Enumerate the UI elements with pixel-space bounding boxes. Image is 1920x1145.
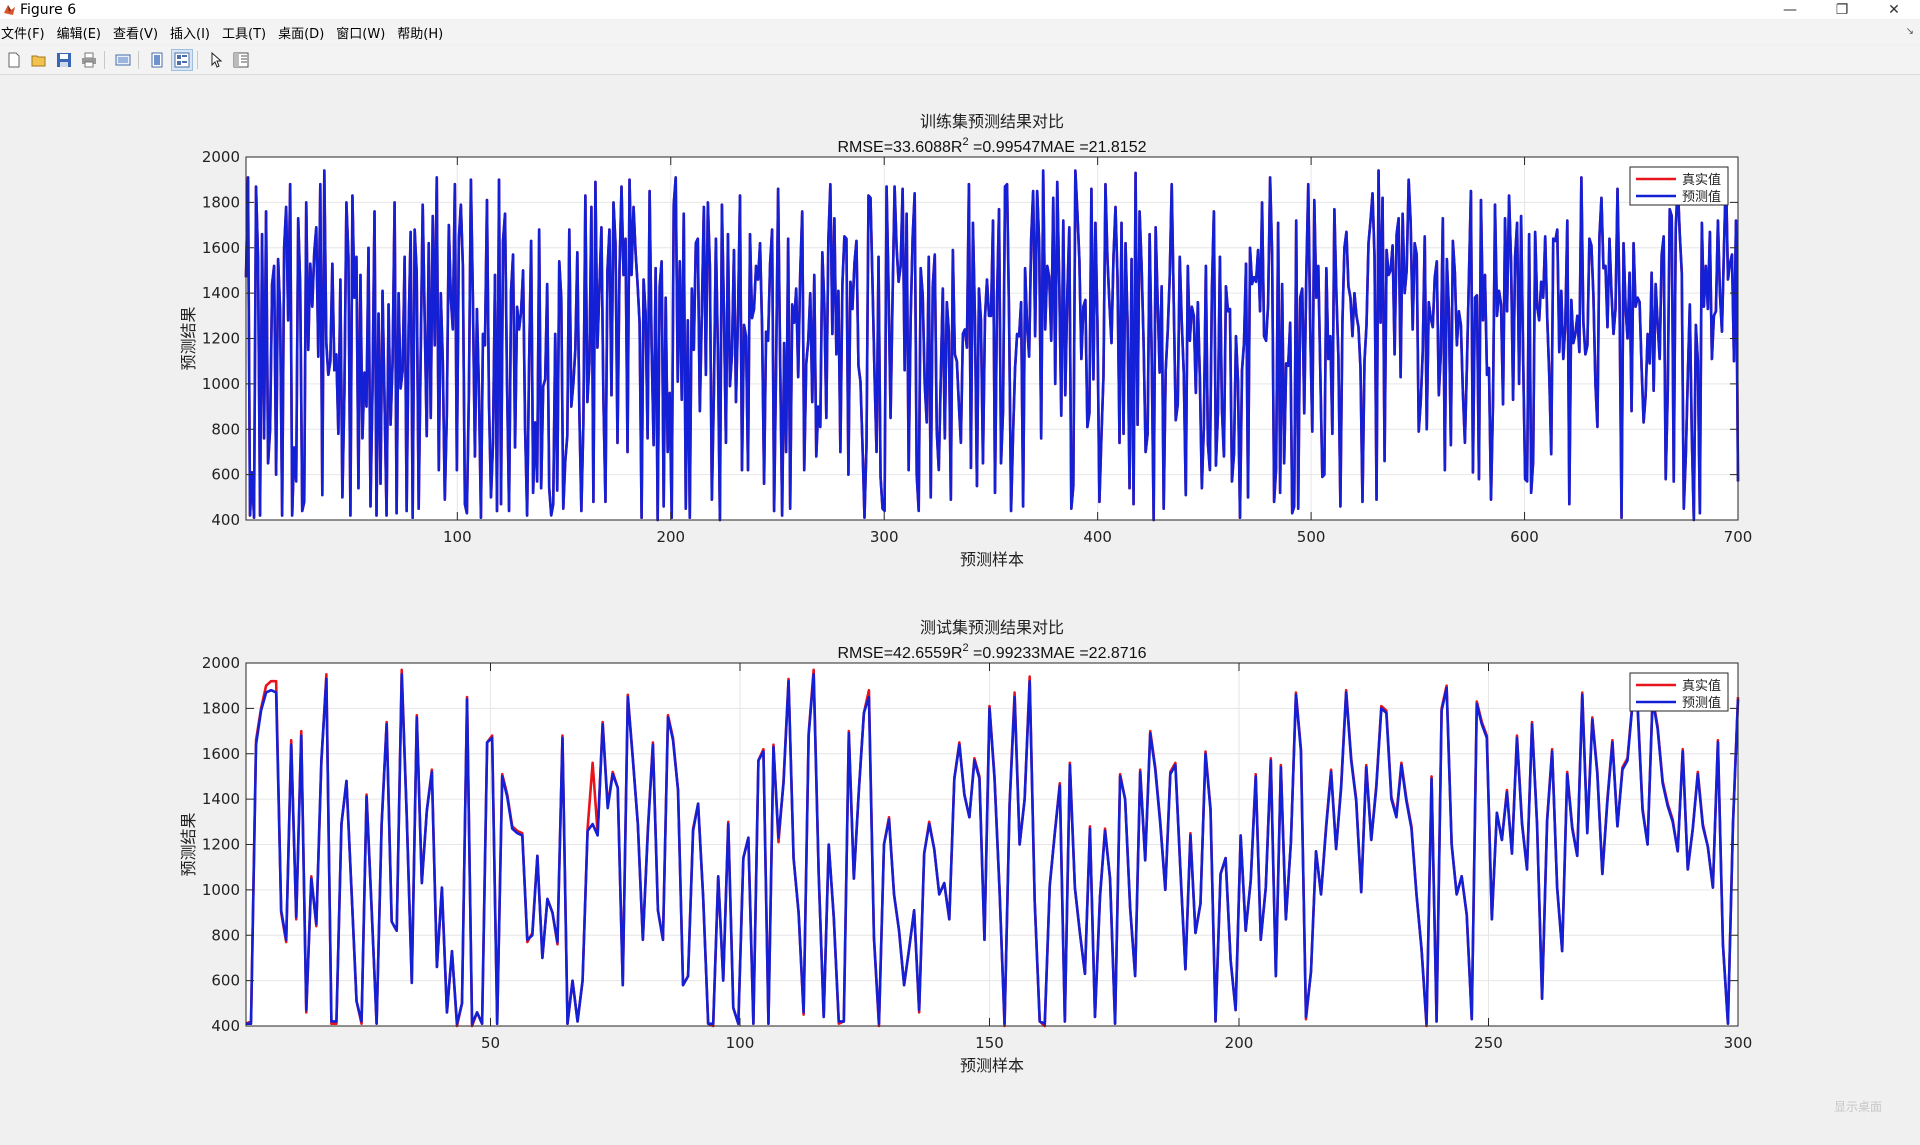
y-axis-label: 预测结果	[179, 812, 198, 876]
property-inspector-icon[interactable]	[230, 49, 252, 71]
chart-title: 测试集预测结果对比	[920, 618, 1064, 637]
subtitle-superscript: 2	[962, 136, 968, 148]
x-tick-label: 700	[1724, 528, 1753, 546]
y-tick-label: 400	[211, 1017, 240, 1035]
menu-desktop[interactable]: 桌面(D)	[278, 26, 325, 42]
x-tick-label: 150	[975, 1034, 1004, 1052]
y-tick-label: 2000	[202, 148, 240, 166]
legend-box	[1629, 166, 1729, 206]
print-icon[interactable]	[78, 49, 100, 71]
legend-label: 预测值	[1682, 695, 1721, 711]
chart-subtitle: RMSE=33.6088R2 =0.99547MAE =21.8152	[837, 136, 1146, 156]
y-tick-label: 400	[211, 511, 240, 529]
dock-arrow-icon[interactable]: ↘	[1905, 26, 1914, 37]
x-tick-label: 250	[1474, 1034, 1503, 1052]
x-tick-label: 400	[1083, 528, 1112, 546]
window-controls: — ❐ ✕	[1764, 0, 1920, 19]
hide-plot-tools-icon[interactable]	[146, 49, 168, 71]
show-plot-tools-icon[interactable]	[171, 49, 193, 71]
window-title: Figure 6	[20, 1, 77, 18]
legend-label: 真实值	[1682, 172, 1721, 188]
y-tick-label: 800	[211, 926, 240, 944]
legend-label: 真实值	[1682, 678, 1721, 694]
minimize-button[interactable]: —	[1783, 1, 1797, 18]
legend-box	[1629, 672, 1729, 712]
y-tick-label: 1200	[202, 836, 240, 854]
figure-canvas[interactable]: 100 200 300 400 500 600 700 400 600 800 1000 1200 14…	[0, 75, 1920, 1145]
menu-file[interactable]: 文件(F)	[1, 26, 45, 42]
watermark-text: 显示桌面	[1833, 1100, 1882, 1114]
y-tick-label: 1600	[202, 239, 240, 257]
x-axis-label: 预测样本	[960, 1056, 1024, 1075]
save-icon[interactable]	[53, 49, 75, 71]
menu-view[interactable]: 查看(V)	[112, 26, 159, 42]
y-tick-label: 1400	[202, 790, 240, 808]
y-tick-label: 800	[211, 420, 240, 438]
chart-title: 训练集预测结果对比	[920, 112, 1064, 131]
menu-help[interactable]: 帮助(H)	[397, 26, 444, 42]
window-titlebar: Figure 6 — ❐ ✕	[0, 0, 1920, 19]
y-tick-label: 1800	[202, 193, 240, 211]
menu-bar: 文件(F) 编辑(E) 查看(V) 插入(I) 工具(T) 桌面(D) 窗口(W…	[0, 20, 1920, 44]
new-figure-icon[interactable]	[3, 49, 25, 71]
y-axis-label: 预测结果	[179, 306, 198, 370]
close-button[interactable]: ✕	[1888, 1, 1900, 18]
y-tick-label: 2000	[202, 654, 240, 672]
y-tick-label: 600	[211, 466, 240, 484]
x-tick-label: 100	[726, 1034, 755, 1052]
legend-label: 预测值	[1682, 189, 1721, 205]
edit-plot-icon[interactable]	[205, 49, 227, 71]
series-line-pred	[244, 169, 1740, 522]
x-tick-label: 300	[870, 528, 899, 546]
x-tick-label: 200	[656, 528, 685, 546]
chart-test: 50 100 150 200 250 300 400 600 800 1000 1200 1400 16…	[179, 618, 1752, 1075]
toolbar-separator	[138, 51, 139, 69]
y-tick-label: 1400	[202, 284, 240, 302]
menu-window[interactable]: 窗口(W)	[336, 26, 386, 42]
x-tick-label: 200	[1225, 1034, 1254, 1052]
subtitle-part-b: =0.99233MAE =22.8716	[969, 645, 1147, 662]
toolbar-separator	[104, 51, 105, 69]
subtitle-superscript: 2	[962, 642, 968, 654]
toolbar-separator	[197, 51, 198, 69]
y-tick-label: 1200	[202, 330, 240, 348]
matlab-logo-icon	[3, 3, 16, 16]
menu-insert[interactable]: 插入(I)	[170, 26, 211, 42]
print-preview-icon[interactable]	[112, 49, 134, 71]
x-tick-label: 50	[481, 1034, 500, 1052]
x-tick-label: 300	[1724, 1034, 1753, 1052]
toolbar	[0, 46, 1920, 75]
menu-edit[interactable]: 编辑(E)	[56, 26, 101, 42]
open-file-icon[interactable]	[28, 49, 50, 71]
chart-subtitle: RMSE=42.6559R2 =0.99233MAE =22.8716	[837, 642, 1146, 662]
subtitle-part-a: RMSE=42.6559R	[837, 645, 962, 662]
menu-tools[interactable]: 工具(T)	[222, 26, 267, 42]
y-tick-label: 1000	[202, 375, 240, 393]
y-tick-label: 1600	[202, 745, 240, 763]
plots-svg: 100 200 300 400 500 600 700 400 600 800 1000 1200 14…	[179, 112, 1752, 1075]
subtitle-part-a: RMSE=33.6088R	[837, 139, 962, 156]
series-line-pred	[246, 673, 1740, 1026]
y-tick-label: 1000	[202, 881, 240, 899]
x-tick-label: 100	[443, 528, 472, 546]
chart-train: 100 200 300 400 500 600 700 400 600 800 1000 1200 14…	[179, 112, 1752, 569]
x-axis-label: 预测样本	[960, 550, 1024, 569]
y-tick-label: 600	[211, 972, 240, 990]
y-tick-label: 1800	[202, 699, 240, 717]
x-tick-label: 500	[1297, 528, 1326, 546]
x-tick-label: 600	[1510, 528, 1539, 546]
restore-button[interactable]: ❐	[1835, 1, 1849, 18]
subtitle-part-b: =0.99547MAE =21.8152	[969, 139, 1147, 156]
